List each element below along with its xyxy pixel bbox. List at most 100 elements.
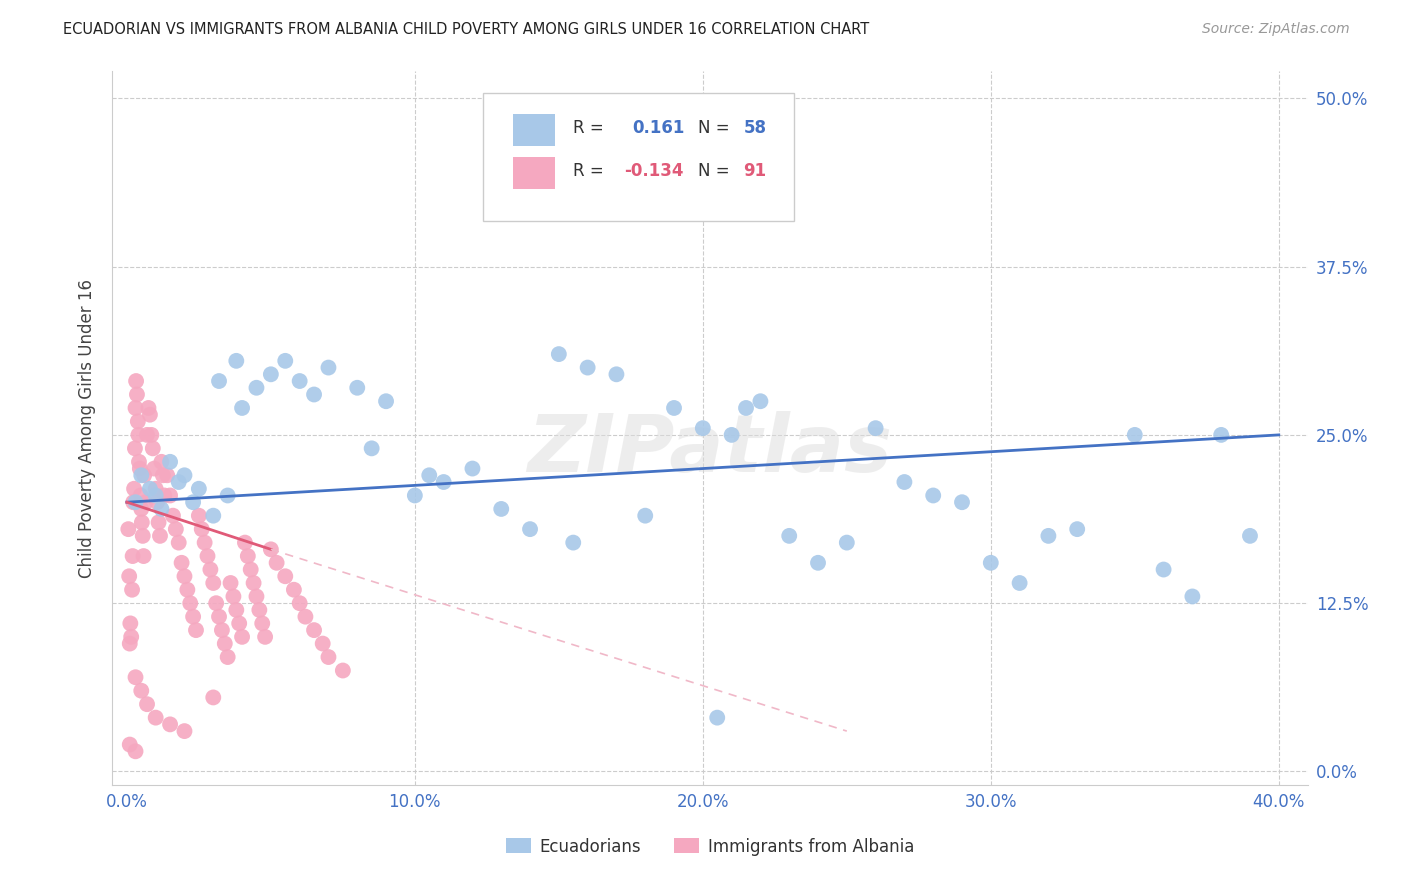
Point bbox=[893, 475, 915, 489]
Point bbox=[145, 711, 167, 725]
Point bbox=[165, 522, 187, 536]
Text: ECUADORIAN VS IMMIGRANTS FROM ALBANIA CHILD POVERTY AMONG GIRLS UNDER 16 CORRELA: ECUADORIAN VS IMMIGRANTS FROM ALBANIA CH… bbox=[63, 22, 869, 37]
Point bbox=[302, 387, 325, 401]
Point bbox=[950, 495, 973, 509]
Point bbox=[332, 664, 354, 678]
Point bbox=[152, 468, 174, 483]
Point bbox=[134, 468, 156, 483]
Point bbox=[260, 368, 283, 382]
Point bbox=[200, 562, 222, 576]
Y-axis label: Child Poverty Among Girls Under 16: Child Poverty Among Girls Under 16 bbox=[77, 278, 96, 578]
Point bbox=[491, 502, 513, 516]
Point bbox=[143, 461, 166, 475]
Point bbox=[202, 690, 225, 705]
Point bbox=[124, 670, 146, 684]
Point bbox=[1008, 576, 1031, 591]
Point bbox=[136, 697, 159, 711]
Point bbox=[318, 650, 340, 665]
FancyBboxPatch shape bbox=[484, 93, 794, 221]
Point bbox=[274, 354, 297, 368]
Point bbox=[205, 596, 228, 610]
Point bbox=[145, 488, 167, 502]
Point bbox=[461, 461, 484, 475]
Point bbox=[835, 535, 858, 549]
Point bbox=[547, 347, 569, 361]
Point bbox=[124, 442, 146, 456]
Point bbox=[1038, 529, 1060, 543]
Point bbox=[242, 576, 264, 591]
Point bbox=[245, 590, 267, 604]
Point bbox=[706, 98, 728, 112]
Point bbox=[167, 475, 190, 489]
Point bbox=[576, 360, 599, 375]
Point bbox=[1123, 428, 1146, 442]
Point bbox=[202, 508, 225, 523]
Point bbox=[122, 482, 145, 496]
Point bbox=[162, 508, 184, 523]
Point bbox=[117, 522, 139, 536]
Point bbox=[283, 582, 305, 597]
Point bbox=[219, 576, 242, 591]
Point bbox=[346, 381, 368, 395]
Point bbox=[706, 711, 728, 725]
Point bbox=[176, 582, 198, 597]
Point bbox=[519, 522, 541, 536]
Point bbox=[118, 569, 141, 583]
Point bbox=[150, 455, 173, 469]
Point bbox=[179, 596, 201, 610]
Point bbox=[312, 637, 335, 651]
Point bbox=[145, 482, 167, 496]
Point bbox=[302, 623, 325, 637]
Point bbox=[245, 381, 267, 395]
Point bbox=[208, 374, 231, 388]
Point bbox=[562, 535, 585, 549]
Point bbox=[156, 468, 179, 483]
Point bbox=[128, 455, 150, 469]
Point bbox=[254, 630, 277, 644]
Text: 91: 91 bbox=[744, 162, 766, 180]
Point bbox=[127, 428, 149, 442]
Point bbox=[375, 394, 398, 409]
Point bbox=[225, 603, 247, 617]
Point bbox=[148, 516, 170, 530]
Point bbox=[129, 468, 152, 483]
Point bbox=[159, 455, 181, 469]
Point bbox=[274, 569, 297, 583]
Point bbox=[129, 502, 152, 516]
Point bbox=[141, 428, 163, 442]
Point bbox=[1181, 590, 1204, 604]
Point bbox=[149, 529, 172, 543]
Point bbox=[184, 623, 207, 637]
Point bbox=[118, 637, 141, 651]
Point bbox=[138, 401, 160, 415]
Point bbox=[222, 590, 245, 604]
Point bbox=[125, 387, 148, 401]
Point bbox=[132, 549, 155, 563]
Point bbox=[170, 556, 193, 570]
Text: N =: N = bbox=[699, 120, 735, 137]
Point bbox=[181, 495, 204, 509]
Point bbox=[288, 596, 311, 610]
Point bbox=[247, 603, 270, 617]
Text: N =: N = bbox=[699, 162, 735, 180]
Point bbox=[266, 556, 288, 570]
Point bbox=[124, 401, 146, 415]
Point bbox=[404, 488, 426, 502]
Point bbox=[749, 394, 772, 409]
Point bbox=[187, 482, 209, 496]
Point bbox=[125, 374, 148, 388]
Point bbox=[120, 616, 142, 631]
Point bbox=[159, 488, 181, 502]
Point bbox=[1066, 522, 1088, 536]
Text: 0.161: 0.161 bbox=[633, 120, 685, 137]
Legend: Ecuadorians, Immigrants from Albania: Ecuadorians, Immigrants from Albania bbox=[499, 831, 921, 863]
Point bbox=[211, 623, 233, 637]
Point bbox=[131, 516, 153, 530]
Point bbox=[194, 535, 217, 549]
Point bbox=[318, 360, 340, 375]
Point bbox=[360, 442, 382, 456]
Point bbox=[214, 637, 236, 651]
Point bbox=[217, 650, 239, 665]
Point bbox=[122, 495, 145, 509]
Text: R =: R = bbox=[572, 120, 609, 137]
